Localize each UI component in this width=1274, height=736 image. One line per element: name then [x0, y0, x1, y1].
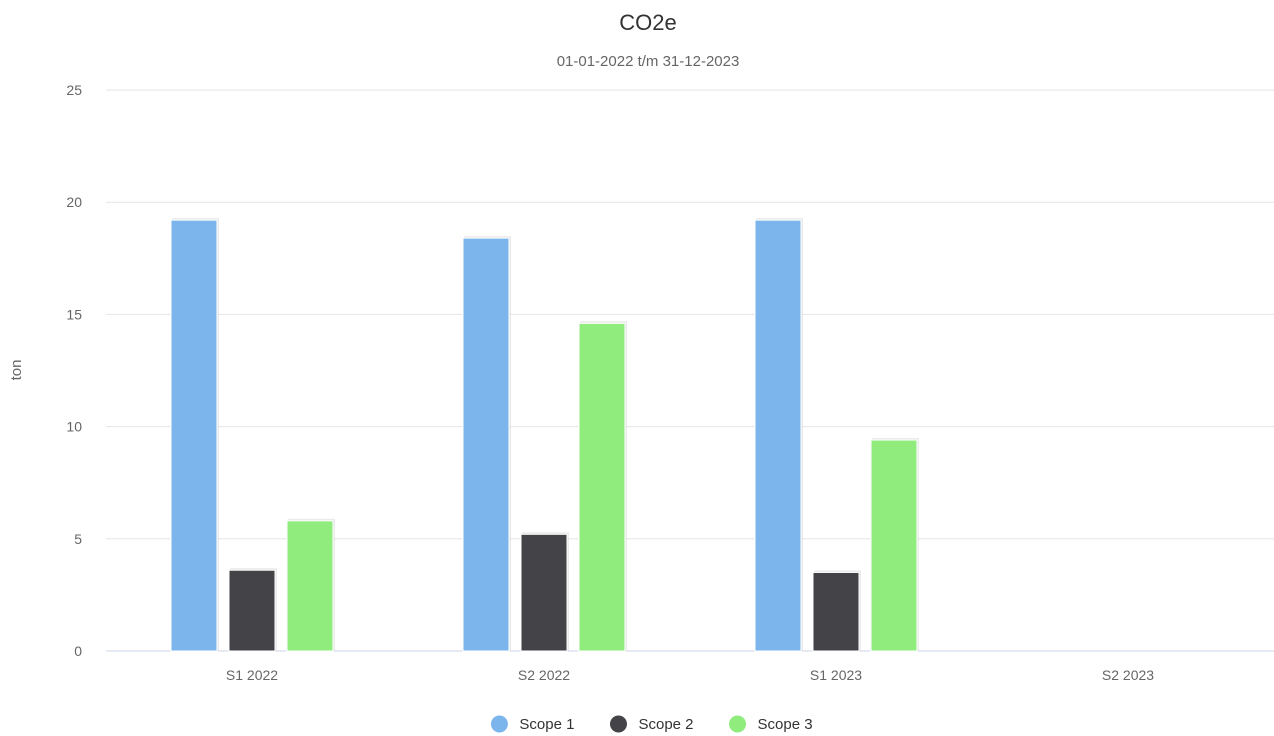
- bar-scope-2-s1-2022[interactable]: [229, 570, 275, 651]
- y-tick-label: 20: [66, 194, 82, 210]
- x-tick-label: S2 2023: [1102, 667, 1154, 683]
- bar-scope-1-s1-2023[interactable]: [755, 220, 801, 651]
- y-axis-title: ton: [8, 360, 25, 381]
- bar-scope-3-s1-2022[interactable]: [287, 521, 333, 651]
- bar-scope-1-s1-2022[interactable]: [171, 220, 217, 651]
- y-tick-label: 15: [66, 306, 82, 322]
- legend-marker: [491, 716, 508, 733]
- chart-title: CO2e: [619, 10, 676, 35]
- legend-item-scope-2[interactable]: Scope 2: [610, 716, 694, 734]
- bar-scope-3-s1-2023[interactable]: [871, 440, 917, 651]
- legend-marker: [729, 716, 746, 733]
- bar-scope-2-s1-2023[interactable]: [813, 572, 859, 651]
- chart-subtitle: 01-01-2022 t/m 31-12-2023: [557, 53, 740, 70]
- legend-label: Scope 3: [758, 716, 813, 733]
- x-axis-tick-labels: S1 2022 S2 2022 S1 2023 S2 2023: [226, 667, 1154, 683]
- gridlines: [106, 90, 1274, 651]
- legend-label: Scope 2: [638, 716, 693, 733]
- y-tick-label: 0: [74, 643, 82, 659]
- bar-scope-1-s2-2022[interactable]: [463, 238, 509, 651]
- y-tick-label: 25: [66, 82, 82, 98]
- y-tick-label: 10: [66, 419, 82, 435]
- x-tick-label: S1 2023: [810, 667, 862, 683]
- bar-scope-2-s2-2022[interactable]: [521, 534, 567, 651]
- x-tick-label: S1 2022: [226, 667, 278, 683]
- legend-item-scope-1[interactable]: Scope 1: [491, 716, 575, 734]
- legend-label: Scope 1: [519, 716, 574, 733]
- legend-item-scope-3[interactable]: Scope 3: [729, 716, 813, 734]
- legend-marker: [610, 716, 627, 733]
- y-axis-tick-labels: 0 5 10 15 20 25: [66, 82, 82, 659]
- x-tick-label: S2 2022: [518, 667, 570, 683]
- y-tick-label: 5: [74, 531, 82, 547]
- bars: [171, 218, 919, 651]
- bar-scope-3-s2-2022[interactable]: [579, 323, 625, 651]
- legend: Scope 1 Scope 2 Scope 3: [491, 716, 813, 734]
